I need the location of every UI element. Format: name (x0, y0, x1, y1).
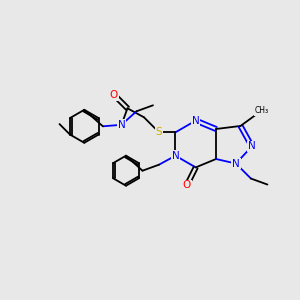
Text: N: N (232, 158, 240, 169)
Text: S: S (156, 127, 162, 137)
Text: CH₃: CH₃ (254, 106, 268, 116)
Text: O: O (183, 180, 191, 190)
Text: N: N (118, 120, 125, 130)
Text: O: O (110, 90, 118, 100)
Text: N: N (192, 116, 200, 126)
Text: N: N (172, 151, 179, 161)
Text: N: N (248, 141, 256, 152)
